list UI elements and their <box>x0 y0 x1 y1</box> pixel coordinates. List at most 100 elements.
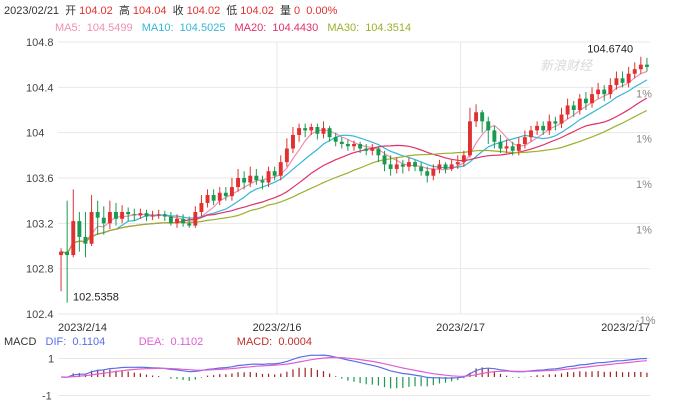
candle <box>419 162 424 176</box>
candle <box>400 159 405 174</box>
candle-body <box>638 64 643 70</box>
quote-date: 2023/02/21 <box>4 5 60 17</box>
candle-body <box>468 121 472 156</box>
candle <box>181 214 186 227</box>
dea-value: 0.1102 <box>170 336 204 348</box>
candle-body <box>437 164 442 169</box>
dif-label: DIF: <box>45 336 67 348</box>
candle <box>175 214 179 228</box>
volume-label: 量 <box>280 5 291 17</box>
change-value: 0.00% <box>306 5 338 17</box>
candle <box>596 82 601 99</box>
candle <box>223 187 228 201</box>
candle-body <box>565 105 570 115</box>
candle <box>559 107 564 129</box>
candle-body <box>95 212 100 218</box>
dif-legend: DIF: 0.1104 <box>46 336 109 348</box>
candle-body <box>132 214 137 216</box>
percent-axis: 1% 1% 1% 1% -1% <box>636 88 656 327</box>
ma20-line <box>60 97 648 255</box>
candle <box>388 155 393 176</box>
candle-body <box>327 128 332 138</box>
ma30-line <box>60 109 648 255</box>
y-tick-label: 102.4 <box>26 309 54 321</box>
candle-body <box>529 130 533 138</box>
volume-value: 0 <box>294 5 301 17</box>
right-tick-label: 1% <box>636 134 652 146</box>
candle-body <box>309 127 314 131</box>
ma10-line <box>60 79 648 255</box>
candle-body <box>400 164 405 167</box>
candle <box>77 212 82 252</box>
candle <box>449 159 454 172</box>
candle <box>260 175 265 190</box>
candle-body <box>77 221 82 237</box>
candle <box>480 110 485 133</box>
candle <box>89 195 94 246</box>
candle <box>272 166 277 181</box>
candle <box>150 210 155 220</box>
candle <box>486 116 491 144</box>
candle <box>205 189 210 208</box>
moving-average-legend: MA5: 104.5499 MA10: 104.5025 MA20: 104.4… <box>55 22 417 35</box>
time-axis: 2023/2/14 2023/2/16 2023/2/17 2023/2/17 <box>58 322 650 334</box>
candle <box>547 114 552 135</box>
candle-body <box>577 98 582 110</box>
candle-body <box>181 218 186 224</box>
candle <box>297 123 302 142</box>
candle <box>315 123 320 140</box>
ma30-value: 104.3514 <box>365 22 412 34</box>
candle <box>413 159 417 172</box>
open-label: 开 <box>65 5 77 17</box>
candle <box>83 212 88 258</box>
close-label: 收 <box>172 5 184 17</box>
candle-body <box>59 251 64 256</box>
candle <box>644 57 649 72</box>
candle-body <box>406 162 411 167</box>
macd-tick-label: 1 <box>48 353 54 365</box>
candle <box>71 189 76 258</box>
high-label: 高 <box>118 5 130 17</box>
candle-body <box>620 78 625 83</box>
ma10-label: MA10: <box>141 22 174 34</box>
dea-line <box>61 356 647 378</box>
candle <box>522 130 527 149</box>
candle <box>474 104 479 127</box>
candle <box>431 164 436 181</box>
watermark: 新浪财经 <box>540 58 594 74</box>
candle <box>376 146 381 163</box>
candle <box>602 85 607 101</box>
y-tick-label: 104 <box>26 128 44 140</box>
candle <box>352 140 356 151</box>
candle <box>425 166 430 183</box>
candle-body <box>535 125 540 131</box>
candle-body <box>345 144 350 147</box>
max-price-label: 104.6740 <box>587 43 633 55</box>
candle <box>107 200 112 229</box>
macd-legend: MACD DIF: 0.1104 DEA: 0.1102 MACD: 0.000… <box>4 336 318 349</box>
high-value: 104.04 <box>132 5 167 17</box>
candle <box>437 159 442 174</box>
candle-body <box>339 141 344 144</box>
candle-body <box>144 213 149 217</box>
candle-body <box>236 178 240 188</box>
ma20-value: 104.4430 <box>272 22 319 34</box>
candle <box>321 121 326 139</box>
macd-title: MACD <box>4 336 37 348</box>
candle <box>620 71 625 88</box>
candle <box>248 166 253 188</box>
candle <box>510 141 515 156</box>
candle <box>590 87 594 108</box>
candle-body <box>632 69 637 74</box>
candle-body <box>272 171 277 176</box>
quote-info-row: 2023/02/21 开 104.02 高 104.04 收 104.02 低 104.… <box>4 5 340 18</box>
candle-body <box>217 192 222 201</box>
candle-body <box>71 221 76 256</box>
candle <box>358 141 363 154</box>
moving-average-lines <box>60 70 648 255</box>
candle <box>364 144 369 156</box>
dea-legend: DEA: 0.1102 <box>139 336 207 348</box>
candle <box>608 78 613 99</box>
candle-body <box>504 146 509 149</box>
macd-tick-label: -1 <box>42 391 52 403</box>
